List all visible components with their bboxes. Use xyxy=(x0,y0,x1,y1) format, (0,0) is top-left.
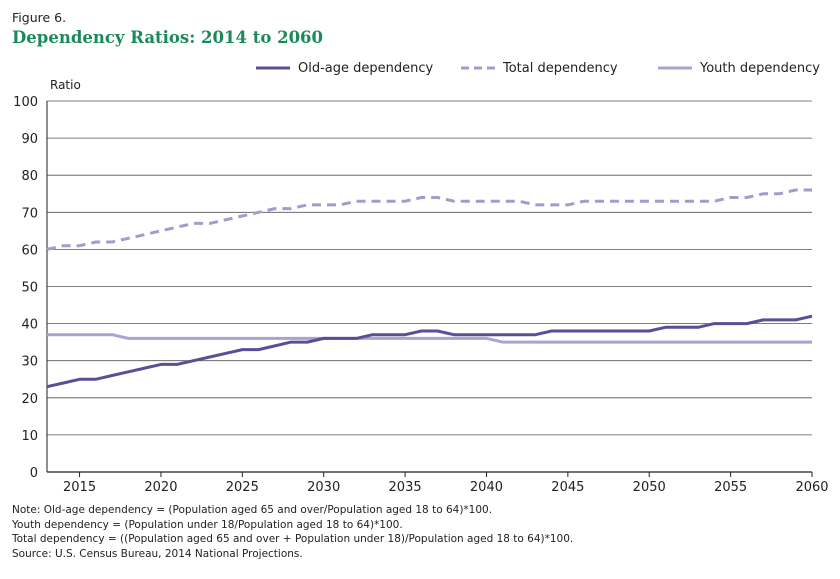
y-tick-label-60: 60 xyxy=(21,243,38,258)
y-tick-label-100: 100 xyxy=(13,95,38,110)
x-tick-label-2020: 2020 xyxy=(144,480,177,495)
y-axis-label: Ratio xyxy=(50,78,81,92)
note-youth: Youth dependency = (Population under 18/… xyxy=(12,518,403,531)
y-tick-label-70: 70 xyxy=(21,206,38,221)
note-source: Source: U.S. Census Bureau, 2014 Nationa… xyxy=(12,547,303,560)
note-old-age: Note: Old-age dependency = (Population a… xyxy=(12,504,493,516)
y-tick-labels: 0 10 20 30 40 50 60 70 80 90 100 xyxy=(13,95,38,481)
legend: Old-age dependency Total dependency Youth … xyxy=(256,61,820,76)
series-line-youth xyxy=(47,333,812,344)
gridlines xyxy=(46,100,812,473)
x-tick-label-2060: 2060 xyxy=(795,480,828,495)
chart-title: Dependency Ratios: 2014 to 2060 xyxy=(12,28,324,47)
series-line-old-age xyxy=(46,314,813,389)
x-tick-label-2055: 2055 xyxy=(714,480,747,495)
footnotes: Note: Old-age dependency = (Population a… xyxy=(12,503,573,561)
figure-label: Figure 6. xyxy=(12,10,67,25)
x-tick-label-2015: 2015 xyxy=(63,480,96,495)
series-line-total xyxy=(46,188,812,251)
y-tick-label-30: 30 xyxy=(21,355,38,370)
legend-label-youth: Youth dependency xyxy=(699,61,820,76)
x-tick-labels: 2015 2020 2025 2030 2035 2040 2045 2050 2055 2060 xyxy=(63,472,829,495)
x-tick-label-2035: 2035 xyxy=(389,480,422,495)
y-tick-label-80: 80 xyxy=(21,169,38,184)
y-tick-label-90: 90 xyxy=(21,132,38,147)
x-tick-label-2030: 2030 xyxy=(307,480,340,495)
y-tick-label-0: 0 xyxy=(30,466,38,481)
y-tick-label-20: 20 xyxy=(21,392,38,407)
legend-label-old-age: Old-age dependency xyxy=(298,61,434,76)
y-tick-label-50: 50 xyxy=(21,281,38,296)
x-tick-label-2040: 2040 xyxy=(470,480,503,495)
x-tick-label-2050: 2050 xyxy=(633,480,666,495)
note-total: Total dependency = ((Population aged 65 … xyxy=(12,533,574,545)
x-tick-label-2045: 2045 xyxy=(551,480,584,495)
x-tick-label-2025: 2025 xyxy=(226,480,259,495)
legend-label-total: Total dependency xyxy=(502,61,618,76)
y-tick-label-10: 10 xyxy=(21,429,38,444)
series-lines xyxy=(46,188,813,389)
y-tick-label-40: 40 xyxy=(21,318,38,333)
